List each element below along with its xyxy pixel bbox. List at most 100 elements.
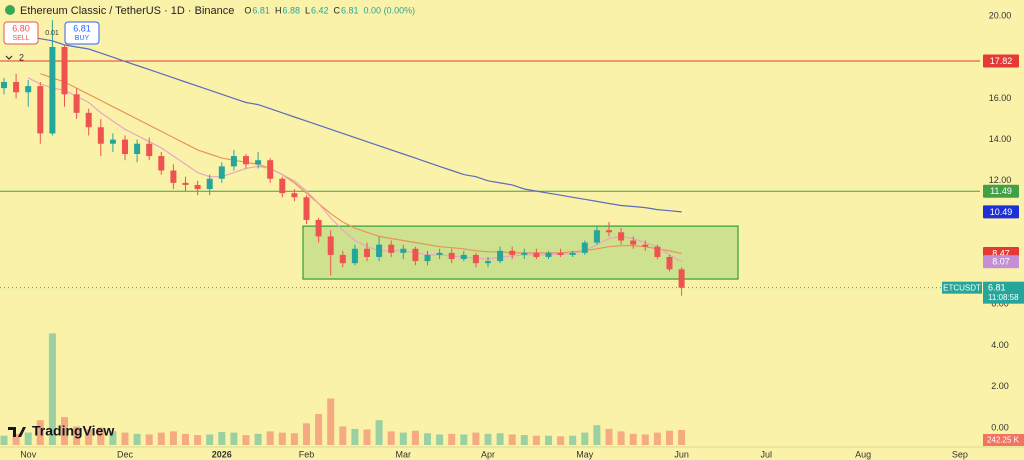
volume-bar xyxy=(230,432,238,445)
spread: 0.01 xyxy=(45,30,59,37)
volume-bar xyxy=(496,433,504,445)
volume-bar xyxy=(133,433,141,445)
price-axis xyxy=(980,0,1024,448)
candle-body xyxy=(122,139,128,155)
volume-bar xyxy=(73,426,81,445)
ohlc-legend: O 6.81 H 6.88 L 6.42 C 6.81 0.00 (0.00%) xyxy=(244,5,415,15)
candle-body xyxy=(206,178,213,190)
volume-bar xyxy=(508,434,516,445)
volume-bar xyxy=(339,426,347,445)
candle-body xyxy=(170,170,177,183)
volume-bar xyxy=(363,429,371,445)
candle-body xyxy=(109,139,116,144)
candle-body xyxy=(533,252,540,257)
candle-body xyxy=(279,178,286,194)
ma-tag-bg xyxy=(983,205,1019,219)
x-tick-label: Dec xyxy=(117,449,134,459)
legend-value: 6.81 xyxy=(341,5,359,15)
candle-body xyxy=(460,254,467,260)
candle-body xyxy=(400,248,407,253)
volume-bar xyxy=(545,435,552,445)
x-tick-label: Sep xyxy=(952,449,968,459)
volume-bar xyxy=(36,420,44,445)
hline-tag-bg xyxy=(983,184,1019,198)
candle-body xyxy=(230,156,237,167)
volume-bar xyxy=(460,434,468,445)
volume-bar xyxy=(629,433,637,445)
symbol-icon xyxy=(5,5,15,15)
volume-bar xyxy=(327,398,335,445)
volume-bar xyxy=(617,431,625,445)
volume-bar xyxy=(194,435,202,445)
x-tick-label: Mar xyxy=(396,449,412,459)
candle-body xyxy=(509,250,516,255)
y-tick-label: 4.00 xyxy=(991,340,1009,350)
volume-bar xyxy=(581,432,589,445)
candle-body xyxy=(85,112,92,128)
buy-button[interactable] xyxy=(64,21,100,45)
candle-body xyxy=(97,127,104,144)
y-tick-label: 6.00 xyxy=(991,299,1009,309)
y-tick-label: 20.00 xyxy=(989,10,1012,20)
ma-tag-bg xyxy=(983,255,1019,269)
volume-bar xyxy=(12,433,20,445)
candle-body xyxy=(376,244,383,257)
volume-tag: 242.25 K xyxy=(987,436,1020,445)
volume-bar xyxy=(218,431,226,445)
candle-body xyxy=(654,246,661,257)
volume-bar xyxy=(206,434,214,445)
symbol-tag-bg xyxy=(942,281,982,294)
candle-body xyxy=(291,193,298,198)
moving-average xyxy=(3,27,682,213)
hline-tag-bg xyxy=(983,54,1019,68)
volume-bar xyxy=(351,428,359,445)
volume-bar xyxy=(182,433,189,445)
volume-bar xyxy=(61,417,68,445)
volume-bar xyxy=(48,333,56,445)
volume-bar xyxy=(290,433,298,445)
candle-body xyxy=(303,197,310,220)
indicators-toggle[interactable] xyxy=(5,55,13,60)
legend-value: 6.88 xyxy=(282,5,300,15)
buy-price: 6.81 xyxy=(73,23,91,33)
volume-bar xyxy=(278,432,286,445)
candle-body xyxy=(678,269,685,288)
candle-body xyxy=(315,219,322,237)
sell-button[interactable] xyxy=(3,21,39,45)
candle-body xyxy=(412,248,419,262)
last-price-tag: 6.81 xyxy=(988,283,1006,293)
candle-body xyxy=(436,252,443,255)
candle-body xyxy=(521,252,528,255)
candle-body xyxy=(134,143,141,155)
candle-body xyxy=(472,254,479,264)
volume-bar xyxy=(399,432,407,445)
x-tick-label: May xyxy=(576,449,594,459)
volume-bar xyxy=(145,434,153,445)
legend-key: L xyxy=(305,5,310,15)
ma-tag: 8.47 xyxy=(992,248,1010,258)
sell-price: 6.80 xyxy=(12,23,30,33)
logo-text: TradingView xyxy=(32,423,114,439)
volume-bar xyxy=(569,435,577,445)
y-tick-label: 14.00 xyxy=(989,134,1012,144)
volume-bar xyxy=(97,427,105,445)
candle-body xyxy=(1,81,7,89)
volume-bar xyxy=(169,431,177,445)
candle-body xyxy=(146,143,153,157)
candle-body xyxy=(267,160,274,179)
candle-body xyxy=(255,160,262,165)
candle-body xyxy=(218,166,225,179)
volume-bar xyxy=(678,429,686,445)
candle-body xyxy=(642,244,649,247)
ma-tag: 8.07 xyxy=(992,257,1010,267)
x-tick-label: Jun xyxy=(674,449,689,459)
candle-body xyxy=(497,250,504,262)
volume-bar xyxy=(472,432,480,445)
candle-body xyxy=(327,236,334,255)
indicators-count: 2 xyxy=(19,52,24,62)
volume-bar xyxy=(666,430,673,445)
candle-body xyxy=(666,256,673,270)
volume-bar xyxy=(448,433,456,445)
volume-bar xyxy=(520,435,528,445)
